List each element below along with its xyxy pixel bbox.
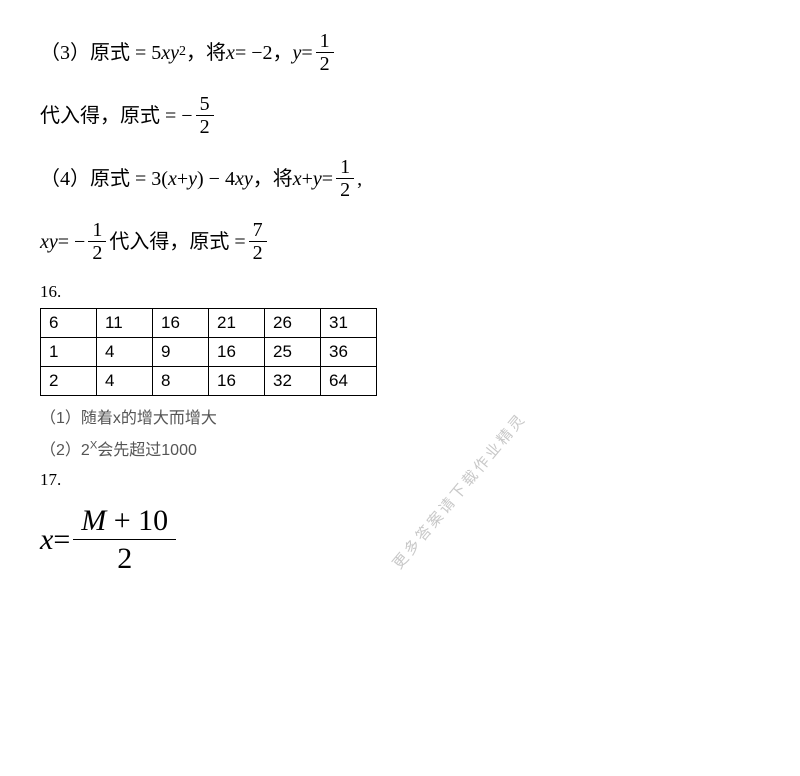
problem-3-line-2: 代入得，原式 = − 5 2 — [40, 93, 760, 138]
var-y: y — [293, 37, 302, 69]
denominator: 2 — [196, 116, 214, 138]
cell: 1 — [41, 338, 97, 367]
table-row: 6 11 16 21 26 31 — [41, 309, 377, 338]
numerator: 1 — [316, 30, 334, 53]
cell: 21 — [209, 309, 265, 338]
table-body: 6 11 16 21 26 31 1 4 9 16 25 36 2 4 8 16… — [41, 309, 377, 396]
problem-3-line-1: （3）原式 = 5 xy2 ，将 x = −2， y = 1 2 — [40, 30, 760, 75]
equals: = — [53, 523, 70, 557]
cell: 6 — [41, 309, 97, 338]
text: ，将 — [186, 37, 226, 69]
numerator: 5 — [196, 93, 214, 116]
table-row: 2 4 8 16 32 64 — [41, 367, 377, 396]
cell: 9 — [153, 338, 209, 367]
denominator: 2 — [316, 53, 334, 75]
cell: 36 — [321, 338, 377, 367]
numerator: 1 — [336, 156, 354, 179]
exponent: 2 — [179, 41, 186, 63]
text: = — [301, 37, 312, 69]
text: （3）原式 = 5 — [40, 37, 161, 69]
denominator: 2 — [336, 179, 354, 201]
var-xy: xy — [40, 226, 58, 258]
text: 代入得，原式 = − — [40, 100, 193, 132]
cell: 16 — [209, 367, 265, 396]
cell: 32 — [265, 367, 321, 396]
text: + 10 — [106, 504, 168, 537]
question-16-number: 16. — [40, 282, 760, 302]
var-xy: xy — [235, 163, 253, 195]
numerator: M + 10 — [73, 502, 176, 540]
text: = −2， — [235, 37, 293, 69]
question-17-number: 17. — [40, 470, 760, 490]
cell: 64 — [321, 367, 377, 396]
text: + — [177, 163, 188, 195]
fraction-1-2: 1 2 — [336, 156, 354, 201]
fraction: M + 10 2 — [73, 502, 176, 577]
denominator: 2 — [88, 242, 106, 264]
var-y: y — [188, 163, 197, 195]
cell: 8 — [153, 367, 209, 396]
numerator: 7 — [249, 219, 267, 242]
problem-4-line-2: xy = − 1 2 代入得，原式 = 7 2 — [40, 219, 760, 264]
q16-answer-1: （1）随着x的增大而增大 — [40, 404, 760, 428]
fraction-1-2: 1 2 — [316, 30, 334, 75]
fraction-1-2: 1 2 — [88, 219, 106, 264]
text: + — [302, 163, 313, 195]
fraction-5-2: 5 2 — [196, 93, 214, 138]
cell: 25 — [265, 338, 321, 367]
text: = − — [58, 226, 86, 258]
denominator: 2 — [249, 242, 267, 264]
q16-answer-2: （2）2X会先超过1000 — [40, 436, 760, 460]
data-table: 6 11 16 21 26 31 1 4 9 16 25 36 2 4 8 16… — [40, 308, 377, 396]
text: （4）原式 = 3( — [40, 163, 168, 195]
var-x: x — [293, 163, 302, 195]
var-x: x — [226, 37, 235, 69]
text: （2）2 — [40, 442, 90, 459]
var-x: x — [168, 163, 177, 195]
problem-4-line-1: （4）原式 = 3( x + y ) − 4 xy ，将 x + y = 1 2… — [40, 156, 760, 201]
cell: 31 — [321, 309, 377, 338]
comma: , — [357, 163, 362, 195]
text: 代入得，原式 = — [109, 226, 245, 258]
text: ，将 — [253, 163, 293, 195]
cell: 4 — [97, 367, 153, 396]
fraction-7-2: 7 2 — [249, 219, 267, 264]
numerator: 1 — [88, 219, 106, 242]
var-xy: xy — [161, 37, 179, 69]
q17-equation: x = M + 10 2 — [40, 502, 760, 577]
cell: 11 — [97, 309, 153, 338]
var-x: x — [40, 523, 53, 557]
text: 会先超过1000 — [97, 442, 197, 459]
text: ) − 4 — [197, 163, 235, 195]
cell: 16 — [153, 309, 209, 338]
var-y: y — [313, 163, 322, 195]
table-row: 1 4 9 16 25 36 — [41, 338, 377, 367]
text: = — [322, 163, 333, 195]
var-M: M — [81, 504, 106, 537]
cell: 2 — [41, 367, 97, 396]
cell: 16 — [209, 338, 265, 367]
cell: 4 — [97, 338, 153, 367]
denominator: 2 — [109, 540, 140, 577]
cell: 26 — [265, 309, 321, 338]
